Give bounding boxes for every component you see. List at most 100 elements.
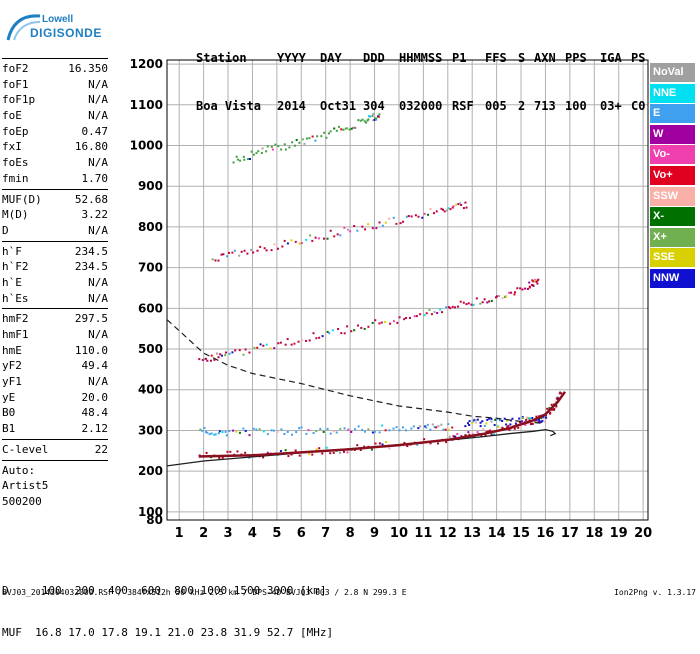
x-tick-label: 14 <box>488 526 506 541</box>
echo-point <box>243 249 246 252</box>
param-row: D N/A <box>2 223 108 239</box>
echo-point <box>311 453 314 456</box>
echo-point <box>534 419 537 422</box>
echo-point <box>263 247 266 250</box>
legend-item-nne: NNE <box>650 83 695 103</box>
echo-point <box>356 324 359 327</box>
echo-point <box>483 424 486 427</box>
x-tick-label: 16 <box>536 526 554 541</box>
header-value: Oct31 <box>320 99 357 113</box>
echo-point <box>378 322 381 325</box>
echo-point <box>244 429 247 432</box>
param-label: M(D) <box>2 208 29 222</box>
echo-point <box>359 448 362 451</box>
echo-point <box>352 126 355 129</box>
echo-point <box>531 279 534 282</box>
scaling-artist: Artist5 <box>2 479 49 493</box>
header-label: DAY <box>320 51 342 65</box>
model-curve <box>198 391 567 458</box>
param-label: yF2 <box>2 359 22 373</box>
echo-point <box>326 330 329 333</box>
logo-brand: Lowell <box>42 14 74 25</box>
param-row: foE N/A <box>2 108 108 124</box>
echo-point <box>363 228 366 231</box>
echo-point <box>549 411 552 414</box>
echo-point <box>526 287 529 290</box>
header-value: 2014 <box>277 99 306 113</box>
echo-point <box>336 233 339 236</box>
echo-point <box>389 322 392 325</box>
echo-point <box>375 227 378 230</box>
echo-point <box>481 301 484 304</box>
echo-point <box>280 148 283 151</box>
x-tick-label: 20 <box>634 526 652 541</box>
y-tick-label: 400 <box>138 383 163 397</box>
echo-point <box>553 407 556 410</box>
echo-point <box>270 429 273 432</box>
echo-point <box>342 128 345 131</box>
echo-point <box>555 397 558 400</box>
echo-point <box>517 426 520 429</box>
echo-point <box>350 430 353 433</box>
echo-point <box>538 421 541 424</box>
echo-point <box>468 420 471 423</box>
y-tick-label: 900 <box>138 179 163 193</box>
echo-point <box>368 115 371 118</box>
echo-point <box>475 297 478 300</box>
echo-point <box>497 295 500 298</box>
echo-point <box>388 217 391 220</box>
echo-point <box>378 442 381 445</box>
echo-point <box>232 161 235 164</box>
file-info-footer: BVJ03_2014304032000.RSF / 384fx512h 50 k… <box>2 588 407 597</box>
echo-point <box>284 343 287 346</box>
echo-point <box>354 126 357 129</box>
logo: Lowell DIGISONDE <box>2 6 167 48</box>
echo-point <box>298 427 301 430</box>
echo-point <box>250 248 253 251</box>
param-row: yE 20.0 <box>2 390 108 406</box>
echo-point <box>396 321 399 324</box>
echo-point <box>516 287 519 290</box>
echo-point <box>436 312 439 315</box>
echo-point <box>331 329 334 332</box>
x-tick-label: 7 <box>321 526 330 541</box>
echo-point <box>506 419 509 422</box>
echo-point <box>426 423 429 426</box>
echo-point <box>430 313 433 316</box>
echo-point <box>290 239 293 242</box>
echo-point <box>518 421 521 424</box>
echo-point <box>501 297 504 300</box>
echo-point <box>402 220 405 223</box>
header-values-row: Boa Vista 2014 Oct31 304 032000 RSF 005 … <box>196 98 645 114</box>
echo-point <box>557 397 560 400</box>
echo-point <box>366 119 369 122</box>
echo-point <box>432 212 435 215</box>
echo-point <box>335 431 338 434</box>
param-label: h`F <box>2 244 22 258</box>
echo-point <box>303 142 306 145</box>
y-tick-label: 700 <box>138 261 163 275</box>
echo-point <box>384 429 387 432</box>
header-label: DDD <box>363 51 385 65</box>
echo-point <box>437 425 440 428</box>
echo-point <box>524 287 527 290</box>
echo-point <box>361 118 364 121</box>
echo-point <box>541 419 544 422</box>
header-label: AXN <box>534 51 556 65</box>
echo-point <box>550 403 553 406</box>
echo-point <box>228 430 231 433</box>
echo-point <box>233 249 236 252</box>
echo-point <box>462 207 465 210</box>
echo-point <box>333 127 336 130</box>
echo-point <box>252 427 255 430</box>
echo-point <box>249 157 252 160</box>
param-separator <box>2 308 108 310</box>
echo-point <box>560 392 563 395</box>
param-value: 52.68 <box>74 192 108 206</box>
echo-point <box>514 291 517 294</box>
header-value: 713 <box>534 99 556 113</box>
echo-point <box>465 206 468 209</box>
echo-point <box>243 158 246 161</box>
echo-point <box>410 427 413 430</box>
echo-point <box>474 419 477 422</box>
